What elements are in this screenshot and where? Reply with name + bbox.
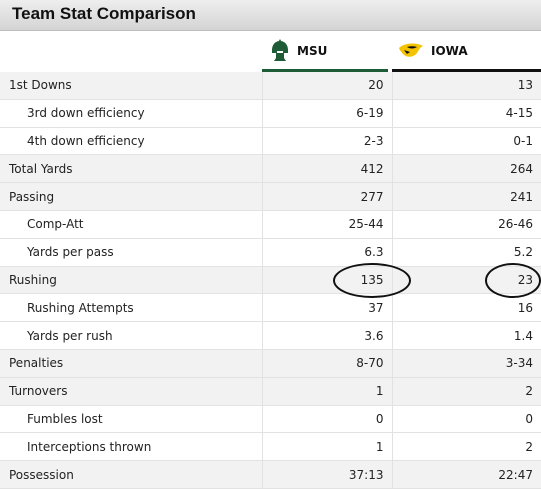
stat-label: 1st Downs — [0, 72, 262, 100]
iowa-value: 22:47 — [391, 460, 541, 489]
stat-label: Total Yards — [0, 154, 262, 184]
msu-value: 8-70 — [261, 349, 392, 378]
iowa-value: 241 — [391, 182, 541, 211]
msu-circle-annotation — [333, 263, 411, 299]
msu-value: 277 — [261, 182, 392, 211]
stat-row: Rushing Attempts 37 16 — [0, 293, 541, 323]
stat-row: Comp-Att 25-44 26-46 — [0, 210, 541, 239]
stat-row: Passing 277 241 — [0, 182, 541, 211]
stat-label: Rushing — [0, 266, 262, 295]
iowa-value: 3-34 — [391, 349, 541, 378]
stat-row: Yards per pass 6.3 5.2 — [0, 238, 541, 267]
msu-value: 25-44 — [261, 210, 392, 239]
msu-value: 2-3 — [261, 127, 392, 156]
panel-header: Team Stat Comparison — [0, 0, 541, 31]
stat-label: Fumbles lost — [0, 405, 262, 434]
stat-label: Possession — [0, 460, 262, 489]
iowa-value: 2 — [391, 432, 541, 462]
team-iowa-name: IOWA — [431, 44, 468, 58]
stat-row: Rushing 135 23 — [0, 266, 541, 295]
stat-row: Penalties 8-70 3-34 — [0, 349, 541, 378]
team-msu-underline — [262, 69, 388, 72]
iowa-value: 264 — [391, 154, 541, 184]
team-msu-name: MSU — [297, 44, 328, 58]
iowa-value: 26-46 — [391, 210, 541, 239]
stat-label: 4th down efficiency — [0, 127, 262, 156]
stat-label: Interceptions thrown — [0, 432, 262, 462]
team-msu-header: MSU — [270, 39, 327, 63]
msu-value: 0 — [261, 405, 392, 434]
stat-row: Total Yards 412 264 — [0, 154, 541, 184]
stat-row: 3rd down efficiency 6-19 4-15 — [0, 99, 541, 128]
iowa-value: 4-15 — [391, 99, 541, 128]
stats-table: 1st Downs 20 13 3rd down efficiency 6-19 4-15… — [0, 72, 541, 489]
stat-row: Possession 37:13 22:47 — [0, 460, 541, 489]
stat-row: Interceptions thrown 1 2 — [0, 432, 541, 462]
panel-title: Team Stat Comparison — [12, 4, 196, 23]
iowa-value: 5.2 — [391, 238, 541, 267]
stat-row: Fumbles lost 0 0 — [0, 405, 541, 434]
iowa-circle-annotation — [485, 263, 541, 299]
stat-label: Penalties — [0, 349, 262, 378]
msu-value: 37:13 — [261, 460, 392, 489]
stat-label: Yards per pass — [0, 238, 262, 267]
iowa-value: 13 — [391, 72, 541, 100]
stat-label: Turnovers — [0, 377, 262, 406]
stat-row: Turnovers 1 2 — [0, 377, 541, 406]
stat-label: Rushing Attempts — [0, 293, 262, 323]
msu-value: 37 — [261, 293, 392, 323]
stat-row: 1st Downs 20 13 — [0, 72, 541, 100]
team-header-row: MSU IOWA — [0, 31, 541, 72]
iowa-value: 1.4 — [391, 321, 541, 350]
msu-value: 20 — [261, 72, 392, 100]
iowa-value: 2 — [391, 377, 541, 406]
msu-value: 6-19 — [261, 99, 392, 128]
stat-row: Yards per rush 3.6 1.4 — [0, 321, 541, 350]
stat-label: Yards per rush — [0, 321, 262, 350]
iowa-value: 0-1 — [391, 127, 541, 156]
iowa-value: 16 — [391, 293, 541, 323]
team-iowa-underline — [392, 69, 541, 72]
msu-value: 1 — [261, 377, 392, 406]
stat-label: Passing — [0, 182, 262, 211]
stat-label: 3rd down efficiency — [0, 99, 262, 128]
stat-label: Comp-Att — [0, 210, 262, 239]
msu-value: 1 — [261, 432, 392, 462]
stat-row: 4th down efficiency 2-3 0-1 — [0, 127, 541, 156]
msu-value: 6.3 — [261, 238, 392, 267]
hawkeye-icon — [399, 43, 423, 57]
team-iowa-header: IOWA — [398, 39, 468, 63]
msu-value: 412 — [261, 154, 392, 184]
spartan-helmet-icon — [272, 39, 288, 61]
iowa-value: 0 — [391, 405, 541, 434]
msu-value: 3.6 — [261, 321, 392, 350]
